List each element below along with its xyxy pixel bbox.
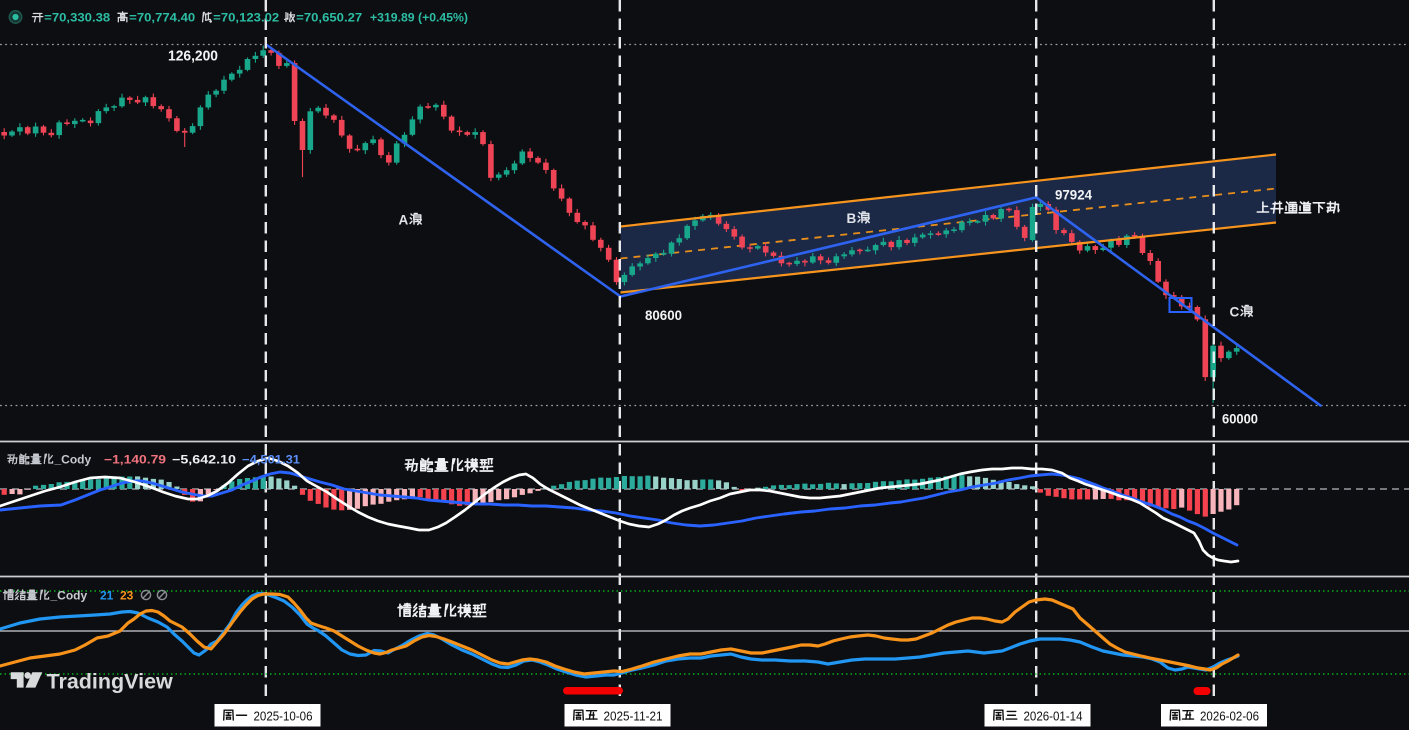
svg-text:_Cody: _Cody: [54, 453, 92, 467]
svg-text:2026-02-06: 2026-02-06: [1200, 710, 1259, 724]
svg-text:21: 21: [100, 589, 114, 603]
svg-text:126,200: 126,200: [168, 49, 218, 65]
svg-text:=70,774.40: =70,774.40: [129, 11, 195, 25]
svg-text:−4,501.31: −4,501.31: [242, 453, 300, 467]
svg-text:_Cody: _Cody: [50, 589, 88, 603]
svg-text:2025-11-21: 2025-11-21: [604, 710, 663, 724]
svg-text:97924: 97924: [1055, 187, 1092, 203]
svg-text:2026-01-14: 2026-01-14: [1024, 710, 1083, 724]
svg-text:2025-10-06: 2025-10-06: [254, 710, 313, 724]
svg-text:A: A: [399, 213, 409, 228]
svg-text:=70,650.27: =70,650.27: [296, 11, 362, 25]
svg-text:23: 23: [120, 589, 134, 603]
svg-text:80600: 80600: [645, 307, 682, 323]
svg-text:C: C: [1230, 305, 1240, 320]
svg-text:=70,330.38: =70,330.38: [44, 11, 110, 25]
svg-text:B: B: [847, 211, 857, 226]
svg-text:60000: 60000: [1222, 411, 1258, 427]
svg-text:−1,140.79: −1,140.79: [104, 453, 166, 467]
svg-text:−5,642.10: −5,642.10: [172, 453, 236, 467]
svg-text:=70,123.02: =70,123.02: [213, 11, 279, 25]
svg-text:+319.89 (+0.45%): +319.89 (+0.45%): [370, 11, 468, 25]
svg-text:TradingView: TradingView: [47, 670, 174, 694]
